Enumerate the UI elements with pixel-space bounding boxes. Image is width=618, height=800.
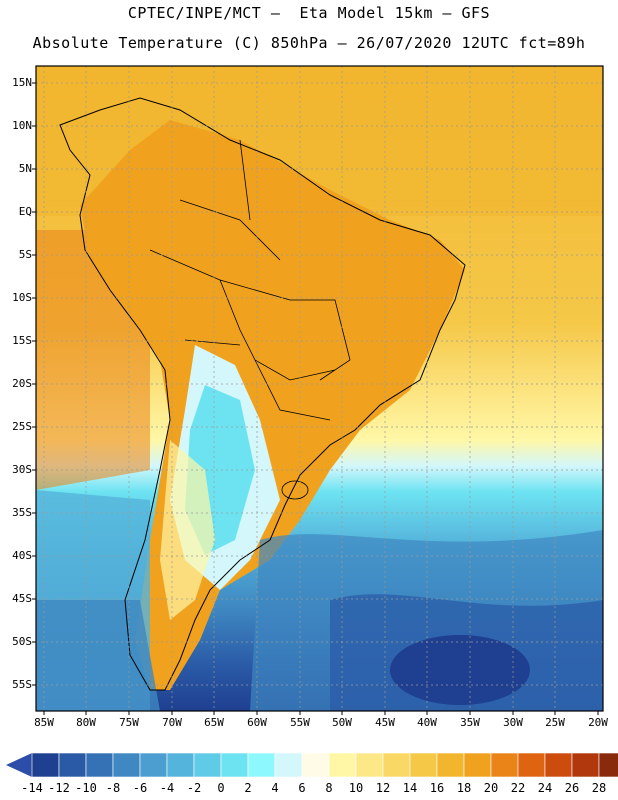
colorbar-label: 4 — [271, 781, 279, 795]
colorbar-label: 0 — [217, 781, 225, 795]
colorbar-bin — [544, 752, 573, 778]
colorbar-bin — [436, 752, 465, 778]
lat-label: 15N — [12, 76, 32, 89]
map-title-line2: Absolute Temperature (C) 850hPa – 26/07/… — [32, 34, 586, 52]
lat-label: 25S — [12, 420, 32, 433]
colorbar-bin — [490, 752, 519, 778]
colorbar-bin — [598, 752, 618, 778]
lon-label: 25W — [545, 716, 565, 729]
colorbar-bin — [409, 752, 438, 778]
lon-label: 85W — [34, 716, 54, 729]
colorbar-label: 26 — [564, 781, 580, 795]
lat-label: 55S — [12, 678, 32, 691]
lon-label: 65W — [204, 716, 224, 729]
lat-label: 20S — [12, 377, 32, 390]
lon-label: 80W — [76, 716, 96, 729]
colorbar-bin — [31, 752, 60, 778]
colorbar-label: -4 — [159, 781, 175, 795]
colorbar-label: 12 — [375, 781, 391, 795]
colorbar-bin — [166, 752, 195, 778]
colorbar-label: 20 — [483, 781, 499, 795]
colorbar-bin — [463, 752, 492, 778]
lon-label: 60W — [247, 716, 267, 729]
axis-ticks — [32, 82, 599, 715]
lon-label: 45W — [375, 716, 395, 729]
lon-label: 75W — [119, 716, 139, 729]
colorbar-label: 24 — [537, 781, 553, 795]
colorbar-label: -14 — [21, 781, 43, 795]
lon-label: 55W — [290, 716, 310, 729]
lon-label: 30W — [503, 716, 523, 729]
colorbar-label: -2 — [186, 781, 202, 795]
colorbar-label: 6 — [298, 781, 306, 795]
lat-label: 10N — [12, 119, 32, 132]
lat-label: 45S — [12, 592, 32, 605]
colorbar-label: 22 — [510, 781, 526, 795]
colorbar-bin — [355, 752, 384, 778]
colorbar-label: 8 — [325, 781, 333, 795]
colorbar-label: -8 — [105, 781, 121, 795]
colorbar-bin — [274, 752, 303, 778]
lat-label: 15S — [12, 334, 32, 347]
colorbar-bin — [328, 752, 357, 778]
lon-label: 40W — [417, 716, 437, 729]
colorbar-label: 16 — [429, 781, 445, 795]
colorbar-label: -10 — [75, 781, 97, 795]
lat-label: 5N — [18, 162, 32, 175]
colorbar-bin — [220, 752, 249, 778]
colorbar-label: 10 — [348, 781, 364, 795]
lat-label: 30S — [12, 463, 32, 476]
colorbar-bin — [571, 752, 600, 778]
lat-label: 5S — [18, 248, 32, 261]
temperature-field — [36, 66, 603, 711]
colorbar-bin — [85, 752, 114, 778]
colorbar-bin — [139, 752, 168, 778]
lon-label: 70W — [162, 716, 182, 729]
colorbar-label: 28 — [591, 781, 607, 795]
colorbar-bin — [517, 752, 546, 778]
lat-label: 35S — [12, 506, 32, 519]
colorbar-bin — [301, 752, 330, 778]
colorbar — [6, 752, 618, 778]
lon-label: 20W — [588, 716, 608, 729]
lon-label: 50W — [332, 716, 352, 729]
colorbar-under-arrow — [6, 753, 32, 777]
colorbar-bin — [112, 752, 141, 778]
colorbar-bin — [382, 752, 411, 778]
lat-label: 10S — [12, 291, 32, 304]
colorbar-bin — [58, 752, 87, 778]
lat-label: 50S — [12, 635, 32, 648]
colorbar-bin — [193, 752, 222, 778]
colorbar-label: 14 — [402, 781, 418, 795]
colorbar-label: 18 — [456, 781, 472, 795]
colorbar-bin — [247, 752, 276, 778]
colorbar-label: 2 — [244, 781, 252, 795]
map-title-line1: CPTEC/INPE/MCT – Eta Model 15km – GFS — [127, 4, 491, 22]
map-frame — [35, 65, 604, 712]
lat-label: 40S — [12, 549, 32, 562]
colorbar-label: -12 — [48, 781, 70, 795]
colorbar-label: -6 — [132, 781, 148, 795]
lon-label: 35W — [460, 716, 480, 729]
lat-label: EQ — [18, 205, 32, 218]
